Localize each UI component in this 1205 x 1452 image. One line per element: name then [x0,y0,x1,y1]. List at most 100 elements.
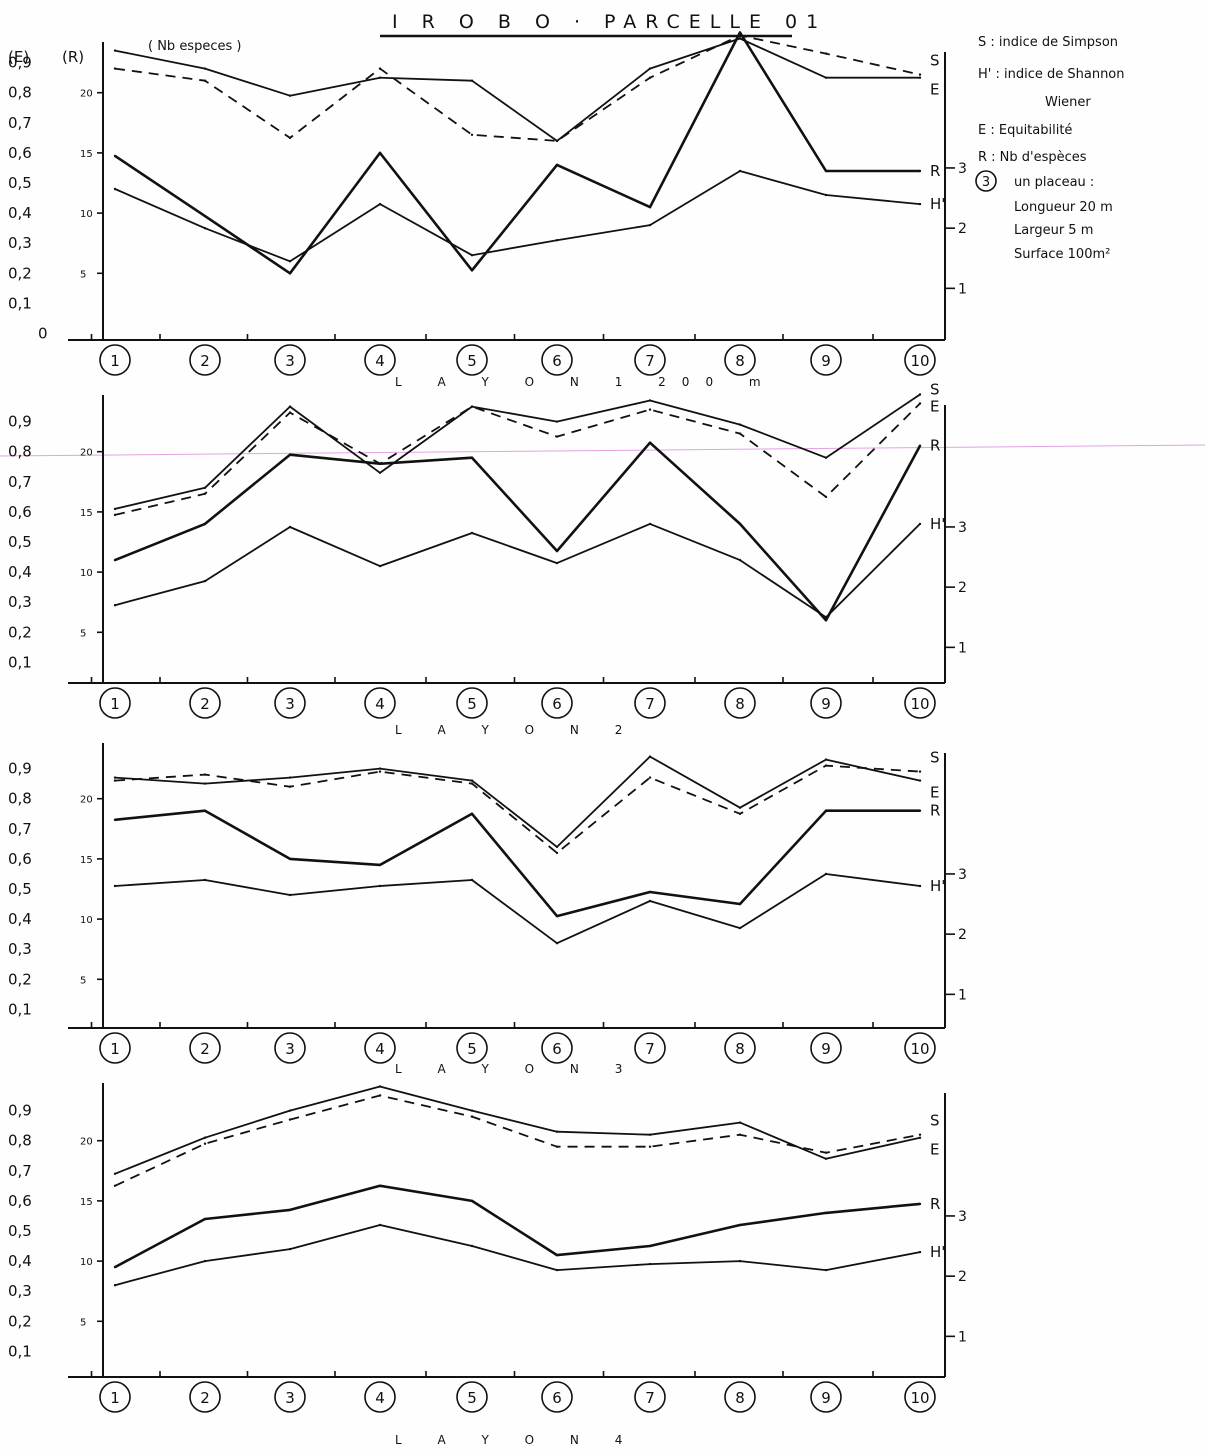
data-point-S [288,1118,292,1121]
data-point-S [378,770,382,773]
data-point-Hp [113,604,117,607]
data-point-Hp [378,564,382,568]
x-axis-label: L A Y O N 4 [395,1433,638,1447]
data-point-S [555,1145,559,1148]
data-point-R [470,456,474,459]
x-category-label: 3 [285,695,295,713]
legend-equitability: E : Equitabilité [978,123,1072,138]
x-category-label: 6 [552,352,562,370]
data-point-S [113,67,117,70]
species-count-note: ( Nb especes ) [148,39,241,54]
data-point-E [738,806,742,809]
left-tick-label: 0,6 [8,850,32,868]
x-category-label: 9 [821,695,831,713]
data-point-S [824,52,828,55]
x-category-circle [456,344,488,376]
data-point-S [738,432,742,435]
left-tick-label: 0,3 [8,234,32,252]
x-category-circle [189,687,221,719]
legend-plot: un placeau : [1014,175,1094,190]
species-axis-title: (R) [62,48,84,66]
x-category-circle [634,1381,666,1413]
data-point-Hp [288,893,292,897]
x-category-circle [541,1032,573,1064]
x-category-circle [364,344,396,376]
data-point-E [288,94,292,97]
data-point-E [555,1130,559,1133]
data-point-R [470,812,474,815]
species-tick-label: 5 [80,975,86,986]
data-point-S [113,1184,117,1188]
data-point-S [918,1133,922,1136]
series-line-Hp [114,523,921,619]
species-tick-label: 10 [80,568,93,579]
x-category-label: 1 [110,695,120,713]
data-point-Hp [824,1268,828,1272]
x-category-label: 6 [552,1040,562,1058]
series-line-S [114,764,921,854]
data-point-S [918,73,922,76]
x-category-circle [724,1032,756,1064]
data-point-R [113,1265,117,1269]
data-point-R [288,857,292,861]
x-category-label: 10 [910,1040,929,1058]
legend-plot-number: 3 [982,175,990,190]
series-label-Hp: H' [930,877,945,895]
data-point-E [288,405,292,408]
data-point-E [470,1109,474,1112]
right-tick-label: 2 [958,221,967,237]
data-point-S [203,492,207,495]
data-point-E [918,1136,922,1139]
x-category-label: 10 [910,1389,929,1407]
data-point-Hp [824,872,828,876]
x-category-label: 3 [285,1040,295,1058]
series-line-Hp [114,1224,921,1287]
data-point-Hp [738,169,742,173]
x-category-label: 8 [735,352,745,370]
data-point-R [378,151,382,155]
data-point-S [555,435,559,438]
data-point-R [918,809,922,812]
x-axis-label: L A Y O N 2 [395,723,638,737]
data-point-E [378,767,382,770]
species-tick-label: 15 [80,149,93,160]
series-line-E [114,393,921,510]
data-point-Hp [824,193,828,197]
series-line-R [114,31,920,275]
x-category-circle [189,344,221,376]
data-point-S [203,773,207,776]
data-point-Hp [288,260,292,263]
series-label-S: S [930,1112,940,1130]
x-category-circle [456,1032,488,1064]
data-point-S [470,1115,474,1118]
x-category-label: 2 [200,352,210,370]
x-axis-label: L A Y O N 1 200 m [395,375,777,389]
left-tick-label: 0,7 [8,114,32,132]
series-label-S: S [930,52,940,70]
data-point-R [378,1184,382,1188]
chart-panel-3: 0,9 0,8 0,7 0,6 0,5 0,4 0,3 0,2 0,1 20 15 10 5 3 2 1 1 2 3… [8,743,967,1076]
data-point-S [918,402,922,405]
data-point-Hp [738,926,742,930]
x-category-circle [541,1381,573,1413]
data-point-E [470,405,474,408]
data-point-Hp [918,884,922,888]
x-category-label: 1 [110,352,120,370]
data-point-E [648,399,652,402]
data-point-R [824,619,828,622]
x-category-circle [634,687,666,719]
left-tick-label: 0,1 [8,653,32,671]
x-category-label: 4 [375,1389,385,1407]
left-tick-label: 0,7 [8,1162,32,1180]
data-point-Hp [470,531,474,535]
data-point-R [738,31,742,34]
data-point-Hp [918,202,922,206]
data-point-R [203,809,207,812]
species-tick-label: 5 [80,269,86,280]
data-point-E [555,845,559,849]
right-tick-label: 3 [958,867,967,883]
data-point-S [648,76,652,79]
x-category-label: 3 [285,352,295,370]
left-tick-label: 0,8 [8,1132,32,1150]
x-category-circle [364,687,396,719]
